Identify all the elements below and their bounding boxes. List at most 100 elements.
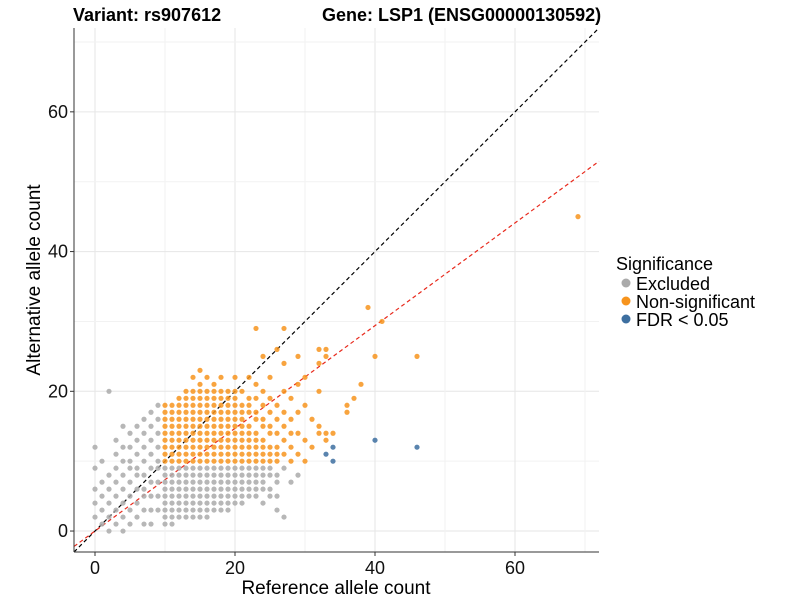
point-excluded — [183, 514, 189, 520]
point-non-significant — [274, 430, 280, 436]
gene-title: Gene: LSP1 (ENSG00000130592) — [322, 5, 601, 25]
point-non-significant — [330, 430, 336, 436]
point-non-significant — [190, 430, 196, 436]
point-non-significant — [183, 458, 189, 464]
point-non-significant — [197, 437, 203, 443]
point-excluded — [141, 444, 147, 450]
point-non-significant — [246, 374, 252, 380]
point-excluded — [162, 479, 168, 485]
point-non-significant — [162, 402, 168, 408]
point-non-significant — [260, 402, 266, 408]
x-tick-label: 0 — [90, 558, 100, 578]
point-non-significant — [176, 395, 182, 401]
point-non-significant — [232, 402, 238, 408]
point-fdr-0-05 — [330, 458, 336, 464]
point-non-significant — [358, 381, 364, 387]
point-excluded — [113, 451, 119, 457]
point-non-significant — [225, 409, 231, 415]
reference-lines — [73, 27, 600, 553]
point-non-significant — [281, 388, 287, 394]
point-excluded — [239, 472, 245, 478]
point-excluded — [92, 500, 98, 506]
point-excluded — [197, 465, 203, 471]
point-non-significant — [253, 430, 259, 436]
point-excluded — [155, 493, 161, 499]
point-non-significant — [162, 444, 168, 450]
point-non-significant — [253, 444, 259, 450]
point-non-significant — [204, 374, 210, 380]
point-non-significant — [274, 458, 280, 464]
point-excluded — [211, 507, 217, 513]
point-non-significant — [239, 437, 245, 443]
point-excluded — [281, 514, 287, 520]
point-non-significant — [211, 444, 217, 450]
point-excluded — [141, 507, 147, 513]
point-non-significant — [190, 409, 196, 415]
point-excluded — [204, 465, 210, 471]
point-non-significant — [288, 395, 294, 401]
point-excluded — [176, 486, 182, 492]
point-non-significant — [246, 423, 252, 429]
point-non-significant — [218, 416, 224, 422]
point-excluded — [246, 465, 252, 471]
point-excluded — [225, 493, 231, 499]
point-fdr-0-05 — [330, 444, 336, 450]
point-non-significant — [176, 416, 182, 422]
point-excluded — [183, 507, 189, 513]
point-non-significant — [183, 423, 189, 429]
y-tick-label: 0 — [58, 521, 68, 541]
point-excluded — [134, 423, 140, 429]
point-non-significant — [281, 451, 287, 457]
point-non-significant — [232, 451, 238, 457]
point-fdr-0-05 — [323, 451, 329, 457]
point-excluded — [190, 465, 196, 471]
point-non-significant — [169, 423, 175, 429]
point-non-significant — [281, 437, 287, 443]
point-non-significant — [239, 409, 245, 415]
point-excluded — [274, 493, 280, 499]
point-excluded — [197, 514, 203, 520]
point-excluded — [197, 486, 203, 492]
point-non-significant — [169, 451, 175, 457]
point-excluded — [288, 479, 294, 485]
point-non-significant — [197, 381, 203, 387]
point-non-significant — [190, 437, 196, 443]
point-non-significant — [246, 430, 252, 436]
point-excluded — [127, 430, 133, 436]
point-excluded — [141, 430, 147, 436]
point-non-significant — [197, 458, 203, 464]
point-excluded — [155, 507, 161, 513]
point-excluded — [190, 493, 196, 499]
point-excluded — [134, 514, 140, 520]
point-non-significant — [183, 402, 189, 408]
point-non-significant — [239, 402, 245, 408]
point-excluded — [218, 493, 224, 499]
point-non-significant — [232, 423, 238, 429]
point-excluded — [99, 458, 105, 464]
point-non-significant — [274, 444, 280, 450]
point-excluded — [211, 486, 217, 492]
point-non-significant — [218, 395, 224, 401]
point-excluded — [232, 493, 238, 499]
point-excluded — [281, 465, 287, 471]
point-non-significant — [372, 353, 378, 359]
point-non-significant — [225, 423, 231, 429]
point-excluded — [218, 472, 224, 478]
point-excluded — [141, 458, 147, 464]
point-non-significant — [253, 451, 259, 457]
point-non-significant — [197, 367, 203, 373]
point-excluded — [267, 493, 273, 499]
point-non-significant — [197, 430, 203, 436]
point-excluded — [274, 479, 280, 485]
point-non-significant — [211, 437, 217, 443]
point-non-significant — [260, 423, 266, 429]
point-excluded — [134, 486, 140, 492]
point-excluded — [113, 437, 119, 443]
point-excluded — [239, 493, 245, 499]
point-excluded — [106, 388, 112, 394]
point-non-significant — [162, 409, 168, 415]
point-non-significant — [253, 458, 259, 464]
point-excluded — [120, 500, 126, 506]
point-excluded — [225, 479, 231, 485]
